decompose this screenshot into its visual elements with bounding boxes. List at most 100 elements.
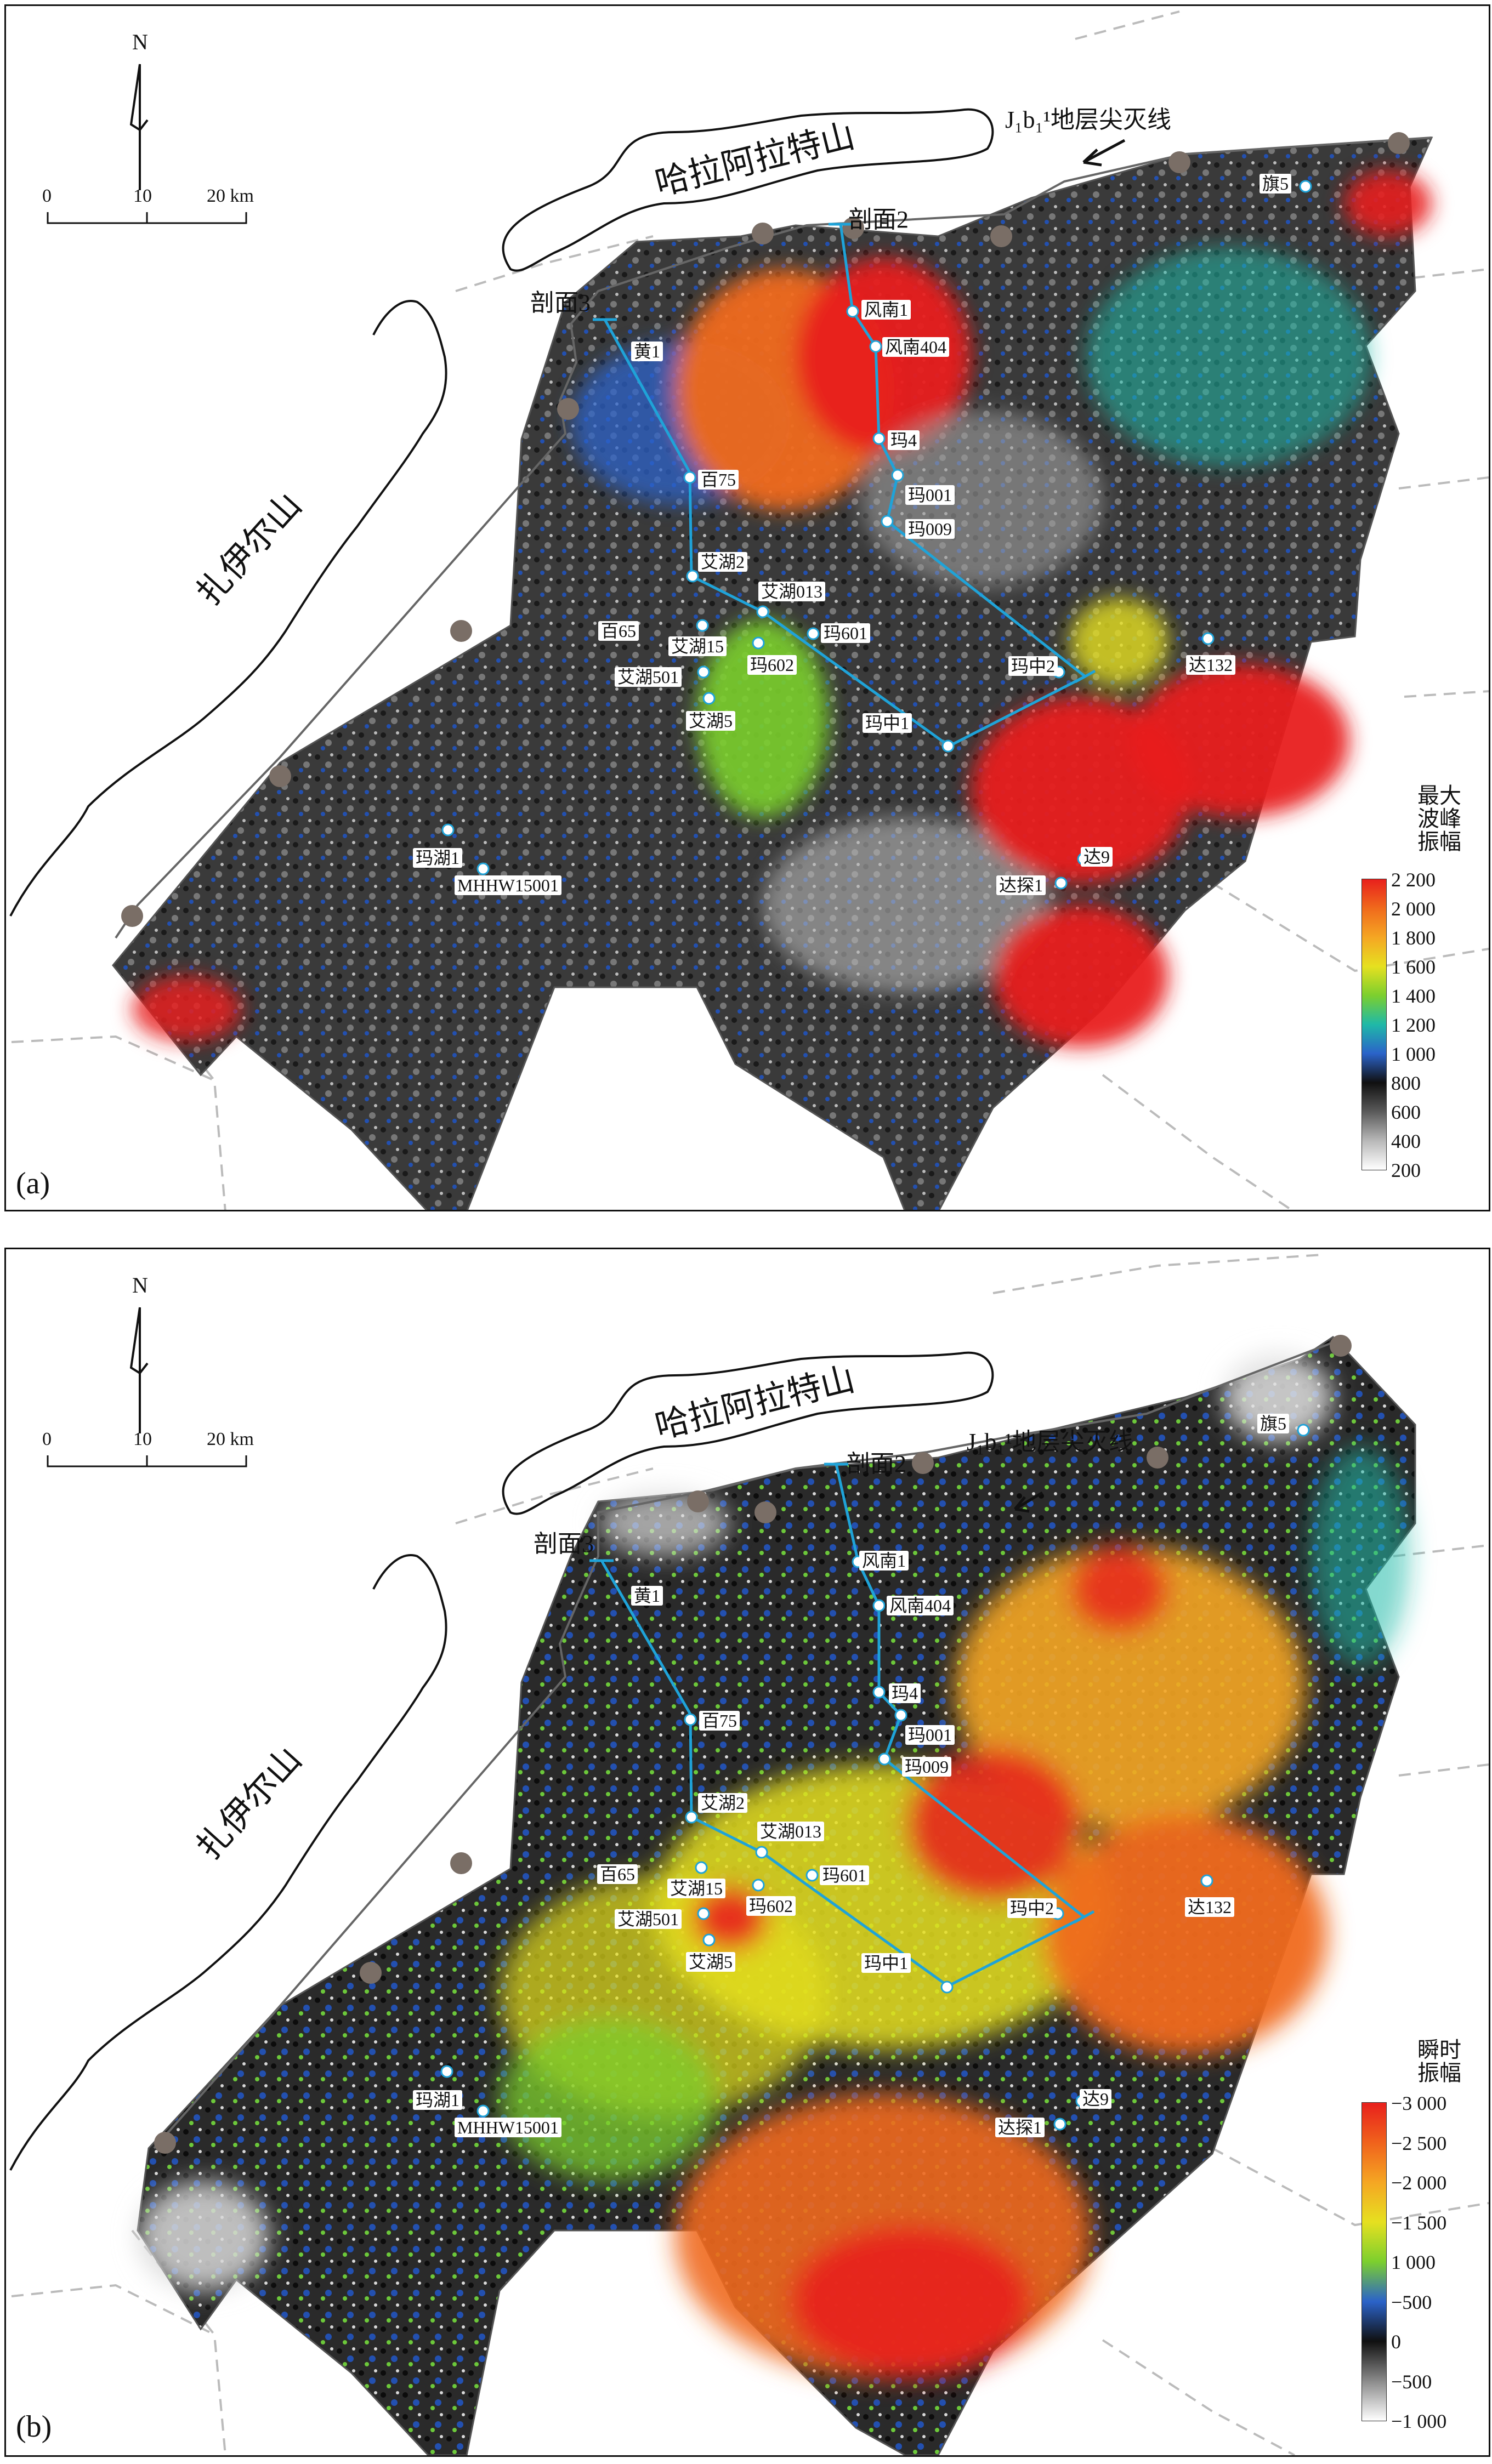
pinchout-line bbox=[115, 136, 1432, 939]
scale-tick-10-b: 10 bbox=[133, 1429, 152, 1449]
well-label-mhhw15001: MHHW15001 bbox=[455, 875, 561, 895]
well-label-fengnan1-b: 风南1 bbox=[859, 1551, 909, 1570]
well-label-qi5-b: 旗5 bbox=[1257, 1414, 1290, 1433]
legend-tick-label: 2 000 bbox=[1391, 898, 1436, 920]
well-label-aihu501: 艾湖501 bbox=[615, 667, 682, 687]
north-arrow-icon-b bbox=[129, 1307, 149, 1433]
well-label-ma009: 玛009 bbox=[905, 519, 955, 539]
section-label-3: 剖面3 bbox=[530, 289, 591, 316]
well-label-aihu2: 艾湖2 bbox=[698, 552, 748, 572]
well-label-aihu2-b: 艾湖2 bbox=[698, 1793, 748, 1813]
legend-tick-label: 1 800 bbox=[1391, 927, 1436, 949]
legend-tick-label: −1 500 bbox=[1391, 2211, 1447, 2234]
legend-title-a: 最大 波峰 振幅 bbox=[1417, 783, 1461, 854]
well-label-mahu1-b: 玛湖1 bbox=[413, 2090, 463, 2110]
north-arrow-icon bbox=[129, 64, 149, 190]
well-label-aihu5: 艾湖5 bbox=[686, 711, 736, 731]
pinchout-label-b: J₁b₁¹地层尖灭线 bbox=[967, 1429, 1133, 1455]
pinchout-arrow bbox=[1082, 139, 1126, 164]
well-label-aihu501-b: 艾湖501 bbox=[615, 1909, 682, 1929]
panel-a-max-peak-amplitude-map: N 0 10 20 km 哈拉阿拉特山 扎伊尔山 J₁b₁¹地层尖灭线 剖面2 … bbox=[4, 4, 1490, 1211]
pinchout-arrowhead bbox=[1082, 149, 1102, 167]
pinchout-arrowhead-b bbox=[1014, 1496, 1030, 1513]
well-label-da132: 达132 bbox=[1186, 655, 1236, 675]
well-label-aihu15: 艾湖15 bbox=[668, 636, 727, 656]
north-label-b: N bbox=[132, 1273, 148, 1298]
legend-colorbar-b bbox=[1361, 2102, 1387, 2421]
legend-tick-label: −500 bbox=[1391, 2370, 1432, 2393]
scale-tick-0-b: 0 bbox=[42, 1429, 52, 1449]
legend-tick-label: −500 bbox=[1391, 2291, 1432, 2313]
well-label-fengnan404-b: 风南404 bbox=[887, 1596, 954, 1615]
legend-colorbar-a bbox=[1361, 879, 1387, 1170]
pinchout-label: J₁b₁¹地层尖灭线 bbox=[1005, 106, 1171, 133]
scale-tick-10: 10 bbox=[133, 186, 152, 206]
well-label-datan1-b: 达探1 bbox=[995, 2118, 1045, 2137]
legend-tick-label: 800 bbox=[1391, 1072, 1421, 1094]
legend-tick-label: 1 200 bbox=[1391, 1014, 1436, 1036]
panel-label-b: (b) bbox=[16, 2410, 52, 2444]
legend-tick-label: −2 500 bbox=[1391, 2132, 1447, 2154]
legend-tick-label: 1 400 bbox=[1391, 985, 1436, 1007]
well-label-mahu1: 玛湖1 bbox=[413, 848, 463, 868]
mountain-outlines bbox=[9, 108, 994, 917]
well-label-fengnan1: 风南1 bbox=[861, 300, 911, 320]
legend-tick-label: 1 000 bbox=[1391, 2251, 1436, 2273]
legend-tick-label: 1 000 bbox=[1391, 1043, 1436, 1065]
well-label-datan1: 达探1 bbox=[996, 875, 1046, 895]
north-label: N bbox=[132, 30, 148, 54]
well-label-aihu15-b: 艾湖15 bbox=[667, 1879, 726, 1898]
legend-tick-label: 2 200 bbox=[1391, 869, 1436, 891]
well-label-aihu013-b: 艾湖013 bbox=[757, 1822, 825, 1841]
legend-tick-label: 0 bbox=[1391, 2331, 1401, 2353]
scale-tick-20-b: 20 km bbox=[207, 1429, 254, 1449]
section-label-3-b: 剖面3 bbox=[534, 1530, 594, 1557]
well-label-mazhong1-b: 玛中1 bbox=[861, 1953, 911, 1973]
legend-tick-label: 1 600 bbox=[1391, 956, 1436, 978]
legend-a: 最大 波峰 振幅 2 200 2 000 1 800 1 600 1 400 1 200 1… bbox=[1361, 784, 1482, 1190]
well-label-ma009-b: 玛009 bbox=[902, 1757, 952, 1777]
well-label-aihu5-b: 艾湖5 bbox=[686, 1952, 736, 1972]
well-label-da9: 达9 bbox=[1081, 847, 1113, 867]
legend-title-b: 瞬时 振幅 bbox=[1417, 2038, 1461, 2085]
pinchout-arrow-b bbox=[1014, 1491, 1043, 1511]
panel-label-a: (a) bbox=[16, 1166, 50, 1200]
legend-tick-label: 400 bbox=[1391, 1130, 1421, 1152]
well-label-ma4-b: 玛4 bbox=[889, 1683, 921, 1703]
well-label-ma602: 玛602 bbox=[747, 655, 797, 675]
well-label-mhhw15001-b: MHHW15001 bbox=[455, 2118, 561, 2137]
well-label-mazhong2-b: 玛中2 bbox=[1007, 1898, 1057, 1918]
scale-tick-0: 0 bbox=[42, 186, 52, 206]
well-label-ma601-b: 玛601 bbox=[820, 1865, 870, 1885]
panel-b-instantaneous-amplitude-map: N 0 10 20 km 哈拉阿拉特山 扎伊尔山 J₁b₁¹地层尖灭线 剖面2 … bbox=[4, 1248, 1490, 2457]
well-label-ma602-b: 玛602 bbox=[746, 1896, 796, 1916]
mountain-outlines-b bbox=[9, 1351, 994, 2171]
scale-line-b bbox=[47, 1455, 247, 1467]
well-label-qi5: 旗5 bbox=[1260, 174, 1292, 194]
well-label-ma001: 玛001 bbox=[905, 485, 955, 505]
well-label-huang1: 黄1 bbox=[631, 342, 663, 361]
boundary-markers bbox=[121, 132, 1410, 927]
well-label-bai75-b: 百75 bbox=[699, 1711, 740, 1731]
section-label-2-b: 剖面2 bbox=[846, 1450, 906, 1477]
boundary-markers-b bbox=[154, 1335, 1352, 2154]
well-label-bai75: 百75 bbox=[698, 470, 739, 490]
well-label-ma4: 玛4 bbox=[888, 430, 920, 450]
well-label-da9-b: 达9 bbox=[1080, 2089, 1112, 2109]
legend-tick-label: −2 000 bbox=[1391, 2172, 1447, 2194]
well-label-bai65-b: 百65 bbox=[597, 1864, 638, 1884]
well-label-huang1-b: 黄1 bbox=[631, 1586, 663, 1606]
scale-tick-20: 20 km bbox=[207, 186, 254, 206]
legend-tick-label: −1 000 bbox=[1391, 2410, 1447, 2432]
well-label-bai65: 百65 bbox=[598, 621, 639, 641]
well-label-mazhong1: 玛中1 bbox=[863, 713, 912, 733]
pinchout-line-b bbox=[153, 1341, 1334, 2149]
well-label-ma001-b: 玛001 bbox=[905, 1725, 955, 1745]
well-label-da132-b: 达132 bbox=[1185, 1897, 1235, 1917]
scale-line bbox=[47, 212, 247, 224]
well-label-fengnan404: 风南404 bbox=[882, 337, 950, 357]
legend-tick-label: −3 000 bbox=[1391, 2092, 1447, 2114]
legend-tick-label: 600 bbox=[1391, 1101, 1421, 1123]
well-label-mazhong2: 玛中2 bbox=[1008, 656, 1058, 676]
legend-b: 瞬时 振幅 −3 000 −2 500 −2 000 −1 500 1 000 −500 0… bbox=[1361, 2039, 1482, 2444]
